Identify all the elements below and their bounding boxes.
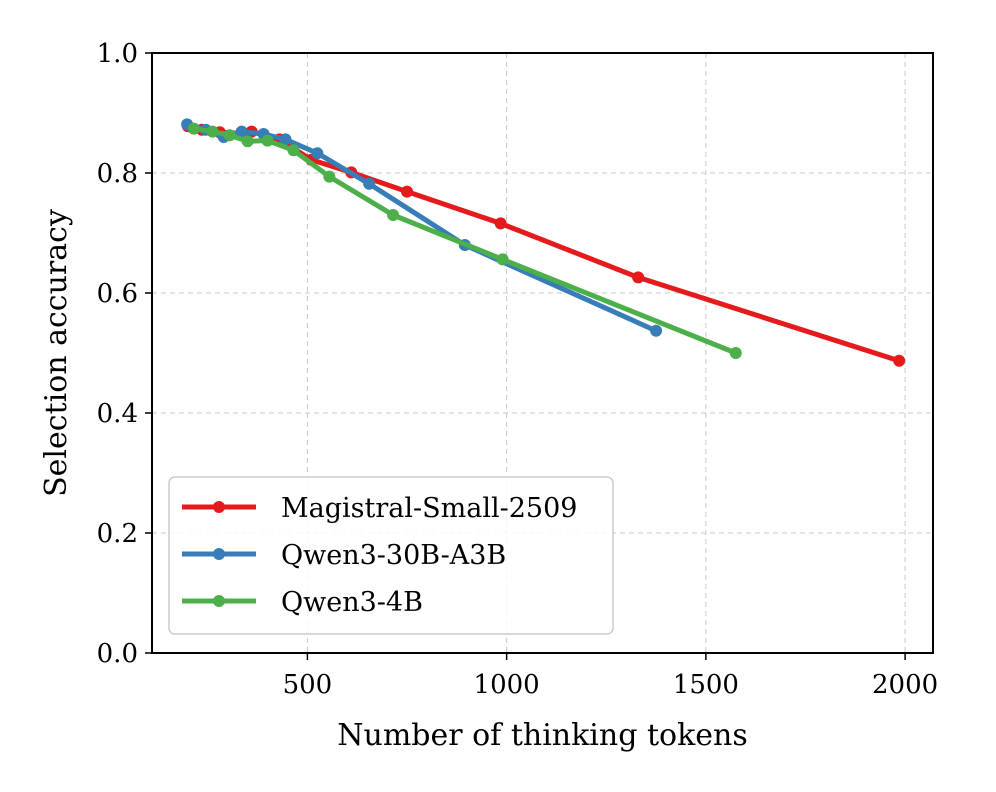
legend-entry: Magistral-Small-2509 (182, 493, 577, 524)
data-point (323, 170, 336, 183)
legend-swatch-marker (213, 595, 225, 607)
y-axis-label: Selection accuracy (39, 209, 74, 497)
y-tick-label: 0.0 (97, 639, 138, 669)
series-qwen3-4b (187, 122, 742, 359)
data-point (363, 177, 376, 190)
data-point (279, 133, 292, 146)
legend-box (168, 476, 614, 635)
data-point (632, 271, 645, 284)
y-tick-label: 1.0 (97, 39, 138, 69)
y-tick-label: 0.8 (97, 159, 138, 189)
data-point (893, 354, 906, 367)
series-magistral-small-2509 (181, 120, 906, 367)
data-point (223, 129, 236, 142)
y-tick-label: 0.2 (97, 519, 138, 549)
legend: Magistral-Small-2509 Qwen3-30B-A3B Qwen3-4… (168, 476, 614, 635)
y-tick-label: 0.4 (97, 399, 138, 429)
y-tick-label: 0.6 (97, 279, 138, 309)
data-point (311, 147, 324, 160)
data-point (729, 347, 742, 359)
legend-label: Qwen3-30B-A3B (281, 540, 506, 571)
data-point (401, 185, 414, 198)
x-tick-label: 1500 (673, 670, 739, 700)
data-point (387, 209, 400, 221)
axes-frame (151, 52, 934, 654)
series-line (191, 126, 739, 356)
data-point (494, 217, 507, 230)
data-point (650, 324, 663, 337)
legend-entry: Qwen3-4B (182, 587, 423, 618)
x-axis-label: Number of thinking tokens (337, 718, 747, 753)
data-point (241, 135, 254, 148)
legend-swatch-marker (213, 501, 225, 513)
series-layer (181, 118, 906, 367)
legend-swatch-marker (213, 548, 225, 560)
legend-label: Qwen3-4B (281, 587, 423, 618)
data-point (261, 134, 274, 147)
data-point (496, 253, 509, 266)
ticks: 500 1000 1500 2000 0.0 0.2 0.4 0.6 0.8 1.0 (97, 39, 939, 700)
x-tick-label: 2000 (872, 670, 938, 700)
legend-label: Magistral-Small-2509 (281, 493, 577, 524)
data-point (287, 144, 300, 157)
series-line (185, 123, 902, 364)
x-tick-label: 1000 (474, 670, 540, 700)
x-tick-label: 500 (283, 670, 333, 700)
data-point (206, 125, 219, 138)
data-point (187, 122, 200, 135)
data-point (235, 125, 248, 138)
legend-entry: Qwen3-30B-A3B (182, 540, 506, 571)
